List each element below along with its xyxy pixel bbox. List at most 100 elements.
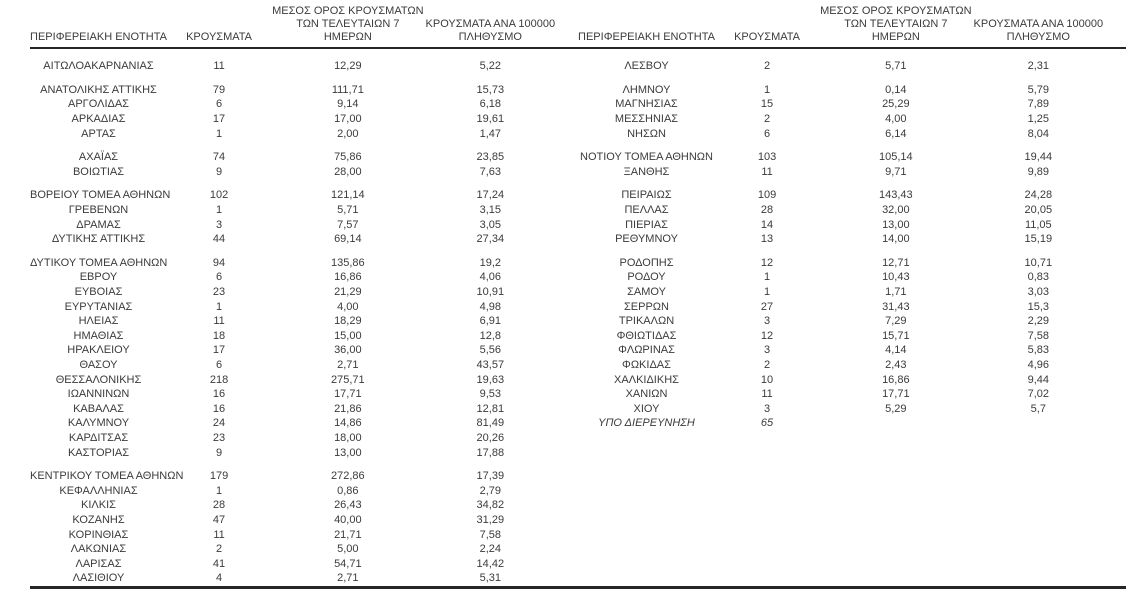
table-row: ΑΧΑΪΑΣ 74 75,86 23,85 — [30, 150, 578, 165]
cases-cell: 6 — [215, 98, 223, 111]
cases-cell: 1 — [763, 83, 771, 96]
table-body-right: ΛΕΣΒΟΥ 2 5,71 2,31 ΛΗΜΝΟΥ 1 0,14 5,79 ΜΑ… — [578, 49, 1126, 431]
region-cell: ΠΕΛΛΑΣ — [624, 204, 669, 217]
cases-cell: 1 — [215, 484, 223, 497]
table-row: ΚΕΝΤΡΙΚΟΥ ΤΟΜΕΑ ΑΘΗΝΩΝ 179 272,86 17,39 — [30, 469, 578, 484]
per100k-cell: 3,15 — [479, 204, 502, 217]
cases-cell: 23 — [212, 431, 226, 444]
table-bottom-double-rule — [30, 586, 1126, 589]
table-row: ΚΑΒΑΛΑΣ 16 21,86 12,81 — [30, 401, 578, 416]
per100k-cell: 0,83 — [1027, 271, 1050, 284]
region-cell: ΙΩΑΝΝΙΝΩΝ — [67, 388, 130, 401]
avg7-cell: 7,29 — [885, 315, 907, 328]
cases-cell: 109 — [757, 189, 777, 202]
per100k-cell: 8,04 — [1027, 127, 1050, 140]
avg7-cell: 40,00 — [334, 513, 362, 526]
avg7-cell: 0,86 — [337, 484, 359, 497]
region-cell: ΦΘΙΩΤΙΔΑΣ — [616, 329, 677, 342]
table-row: ΦΛΩΡΙΝΑΣ 3 4,14 5,83 — [578, 343, 1126, 358]
per100k-cell: 10,91 — [476, 286, 505, 299]
avg7-cell: 28,00 — [334, 165, 362, 178]
avg7-cell: 272,86 — [331, 470, 365, 483]
per100k-cell: 17,88 — [476, 446, 505, 459]
avg7-cell: 54,71 — [334, 557, 362, 570]
table-row: ΗΡΑΚΛΕΙΟΥ 17 36,00 5,56 — [30, 343, 578, 358]
header-avg7-line3: ΗΜΕΡΩΝ — [323, 31, 372, 43]
per100k-cell: 2,24 — [479, 543, 502, 556]
table-row: ΑΡΚΑΔΙΑΣ 17 17,00 19,61 — [30, 112, 578, 127]
avg7-cell: 69,14 — [334, 233, 362, 246]
header-per100k-line2: ΠΛΗΘΥΣΜΟ — [1006, 31, 1070, 43]
table-row: ΙΩΑΝΝΙΝΩΝ 16 17,71 9,53 — [30, 387, 578, 402]
region-cell: ΔΥΤΙΚΗΣ ΑΤΤΙΚΗΣ — [51, 233, 146, 246]
region-cell: ΘΕΣΣΑΛΟΝΙΚΗΣ — [55, 373, 142, 386]
region-cell: ΠΙΕΡΙΑΣ — [625, 218, 668, 231]
table-row: ΘΕΣΣΑΛΟΝΙΚΗΣ 218 275,71 19,63 — [30, 372, 578, 387]
avg7-cell: 17,71 — [882, 388, 910, 401]
avg7-cell: 21,29 — [334, 286, 362, 299]
header-avg7-line2: ΤΩΝ ΤΕΛΕΥΤΑΙΩΝ 7 — [844, 18, 948, 30]
per100k-cell: 5,79 — [1027, 83, 1050, 96]
region-cell: ΑΝΑΤΟΛΙΚΗΣ ΑΤΤΙΚΗΣ — [40, 83, 157, 96]
avg7-cell: 135,86 — [331, 256, 365, 269]
per100k-cell: 3,03 — [1027, 286, 1050, 299]
per100k-cell: 43,57 — [476, 358, 505, 371]
region-cell: ΚΑΒΑΛΑΣ — [73, 402, 124, 415]
table-row: ΛΑΡΙΣΑΣ 41 54,71 14,42 — [30, 556, 578, 571]
avg7-cell: 143,43 — [879, 189, 913, 202]
table-body-band: ΑΙΤΩΛΟΑΚΑΡΝΑΝΙΑΣ 11 12,29 5,22 ΑΝΑΤΟΛΙΚΗ… — [30, 49, 1126, 586]
table-row: ΑΝΑΤΟΛΙΚΗΣ ΑΤΤΙΚΗΣ 79 111,71 15,73 — [30, 83, 578, 98]
avg7-cell: 111,71 — [331, 83, 364, 96]
cases-cell: 11 — [761, 165, 773, 178]
table-row: ΓΡΕΒΕΝΩΝ 1 5,71 3,15 — [30, 203, 578, 218]
avg7-cell: 2,71 — [337, 572, 359, 585]
table-row: ΔΡΑΜΑΣ 3 7,57 3,05 — [30, 217, 578, 232]
per100k-cell: 15,3 — [1027, 300, 1050, 313]
avg7-cell: 6,14 — [885, 127, 907, 140]
cases-cell: 11 — [761, 388, 773, 401]
region-cell: ΑΡΚΑΔΙΑΣ — [71, 113, 126, 126]
region-cell: ΕΒΡΟΥ — [79, 271, 118, 284]
cases-cell: 10 — [760, 373, 774, 386]
avg7-cell: 32,00 — [882, 204, 910, 217]
table-row: ΘΑΣΟΥ 6 2,71 43,57 — [30, 358, 578, 373]
region-cell: ΒΟΙΩΤΙΑΣ — [72, 165, 125, 178]
avg7-cell: 4,00 — [885, 113, 907, 126]
avg7-cell: 18,29 — [334, 315, 362, 328]
avg7-cell: 2,43 — [885, 358, 907, 371]
avg7-cell: 10,43 — [882, 271, 910, 284]
table-header-right: ΠΕΡΙΦΕΡΕΙΑΚΗ ΕΝΟΤΗΤΑ ΚΡΟΥΣΜΑΤΑ ΜΕΣΟΣ ΟΡΟ… — [578, 0, 1126, 47]
region-cell: ΜΑΓΝΗΣΙΑΣ — [615, 98, 678, 111]
avg7-cell: 26,43 — [334, 499, 362, 512]
avg7-cell: 31,43 — [882, 300, 910, 313]
per100k-cell: 9,44 — [1027, 373, 1050, 386]
per100k-cell: 7,02 — [1027, 388, 1050, 401]
per100k-cell: 2,31 — [1027, 60, 1050, 73]
cases-cell: 1 — [215, 300, 223, 313]
table-row: ΧΑΝΙΩΝ 11 17,71 7,02 — [578, 387, 1126, 402]
region-cell: ΡΟΔΟΠΗΣ — [619, 256, 674, 269]
region-cell: ΝΟΤΙΟΥ ΤΟΜΕΑ ΑΘΗΝΩΝ — [580, 151, 713, 164]
region-cell: ΦΩΚΙΔΑΣ — [622, 358, 671, 371]
region-cell: ΛΑΣΙΘΙΟΥ — [72, 572, 125, 585]
cases-cell: 3 — [763, 344, 771, 357]
table-row: ΔΥΤΙΚΗΣ ΑΤΤΙΚΗΣ 44 69,14 27,34 — [30, 232, 578, 247]
per100k-cell: 7,58 — [479, 528, 502, 541]
avg7-cell: 13,00 — [882, 218, 910, 231]
table-row: ΛΑΚΩΝΙΑΣ 2 5,00 2,24 — [30, 542, 578, 557]
per100k-cell: 1,25 — [1027, 113, 1050, 126]
spacer-row — [578, 141, 1126, 150]
avg7-cell: 14,86 — [334, 417, 362, 430]
cases-cell: 1 — [215, 127, 223, 140]
table-row: ΧΑΛΚΙΔΙΚΗΣ 10 16,86 9,44 — [578, 372, 1126, 387]
table-row: ΕΒΡΟΥ 6 16,86 4,06 — [30, 270, 578, 285]
avg7-cell: 121,14 — [331, 189, 365, 202]
per100k-cell: 27,34 — [476, 233, 505, 246]
avg7-cell: 15,00 — [334, 329, 362, 342]
per100k-cell: 12,81 — [476, 402, 505, 415]
per100k-cell: 14,42 — [476, 557, 505, 570]
cases-cell: 16 — [212, 388, 226, 401]
cases-cell: 15 — [760, 98, 774, 111]
avg7-cell: 5,71 — [885, 60, 907, 73]
avg7-cell: 12,29 — [334, 60, 362, 73]
